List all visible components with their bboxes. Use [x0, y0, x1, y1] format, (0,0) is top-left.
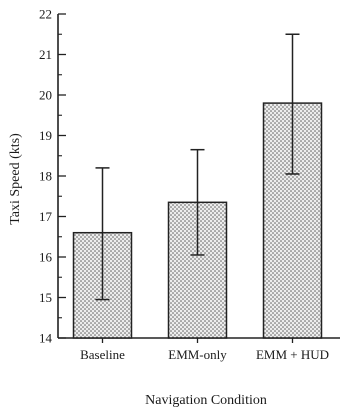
x-tick-label: Baseline: [80, 347, 125, 362]
x-tick-label: EMM + HUD: [256, 347, 329, 362]
y-axis-title: Taxi Speed (kts): [8, 133, 23, 225]
y-tick-label: 22: [39, 7, 52, 22]
y-tick-label: 19: [39, 128, 52, 143]
x-tick-label: EMM-only: [168, 347, 227, 362]
x-axis-title: Navigation Condition: [145, 393, 267, 408]
y-tick-label: 16: [39, 250, 53, 265]
y-tick-label: 21: [39, 47, 52, 62]
y-tick-label: 14: [39, 331, 53, 346]
y-tick-label: 15: [39, 290, 52, 305]
y-tick-label: 18: [39, 169, 52, 184]
y-tick-label: 17: [39, 209, 53, 224]
y-tick-label: 20: [39, 88, 52, 103]
